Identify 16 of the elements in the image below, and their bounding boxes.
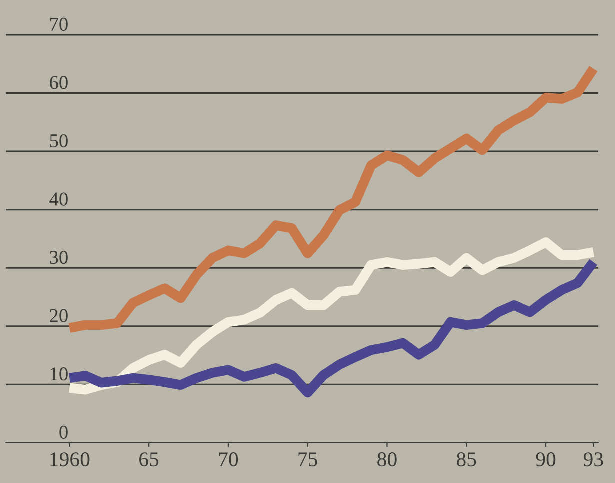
y-tick-label: 30 bbox=[50, 251, 68, 264]
y-tick-label: 40 bbox=[50, 192, 68, 206]
y-tick-label: 0 bbox=[60, 426, 68, 439]
x-tick-label: 93 bbox=[584, 452, 604, 467]
y-tick-label: 20 bbox=[50, 309, 68, 322]
x-tick-label: 90 bbox=[536, 452, 556, 467]
x-tick-label: 65 bbox=[140, 452, 159, 467]
x-tick-label: 70 bbox=[219, 452, 238, 467]
y-tick-label: 10 bbox=[50, 368, 68, 381]
x-tick-label: 80 bbox=[378, 452, 397, 467]
y-tick-label: 70 bbox=[50, 18, 68, 32]
x-tick-label: 75 bbox=[298, 452, 318, 467]
y-tick-label: 60 bbox=[50, 76, 68, 90]
x-tick-label: 1960 bbox=[50, 452, 90, 467]
y-tick-label: 50 bbox=[50, 134, 68, 148]
x-tick-label: 85 bbox=[456, 452, 476, 467]
